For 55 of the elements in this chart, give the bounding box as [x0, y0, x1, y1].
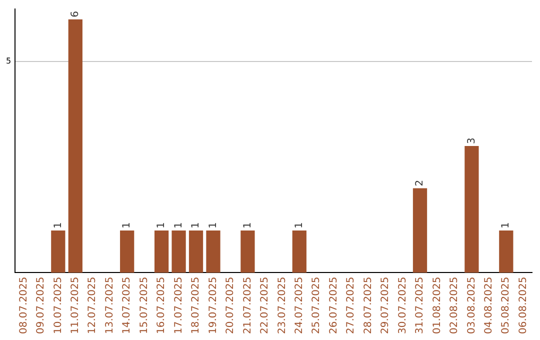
data-label: 1 [294, 222, 305, 229]
x-tick-label: 26.07.2025 [328, 276, 340, 334]
x-tick-label: 12.07.2025 [87, 276, 98, 334]
data-label: 1 [500, 222, 512, 229]
x-tick-label: 15.07.2025 [138, 276, 150, 334]
x-tick-label: 19.07.2025 [208, 276, 219, 334]
data-label: 2 [414, 180, 426, 186]
data-label: 1 [242, 222, 254, 229]
x-tick-label: 30.07.2025 [397, 276, 408, 334]
x-tick-label: 11.07.2025 [70, 276, 81, 334]
x-tick-label: 25.07.2025 [311, 276, 322, 334]
bar [292, 230, 306, 273]
data-label: 1 [122, 222, 133, 229]
x-tick-label: 27.07.2025 [346, 276, 357, 334]
bar [120, 230, 134, 273]
x-tick-label: 08.07.2025 [18, 276, 30, 334]
data-label: 1 [173, 222, 184, 229]
bar [206, 230, 220, 273]
x-tick-label: 06.08.2025 [518, 276, 529, 334]
x-tick-label: 09.07.2025 [36, 276, 47, 334]
y-tick-label: 5 [6, 56, 12, 66]
x-tick-label: 05.08.2025 [500, 276, 512, 334]
x-tick-label: 17.07.2025 [173, 276, 184, 334]
x-tick-label: 01.08.2025 [432, 276, 443, 334]
data-label: 1 [190, 222, 202, 229]
bar [240, 230, 255, 273]
x-tick-label: 18.07.2025 [190, 276, 202, 334]
x-tick-label: 22.07.2025 [260, 276, 271, 334]
x-tick-label: 13.07.2025 [104, 276, 116, 334]
data-label: 1 [156, 222, 168, 229]
data-label: 1 [52, 222, 64, 229]
x-tick-label: 21.07.2025 [242, 276, 254, 334]
x-tick-label: 02.08.2025 [449, 276, 460, 334]
bar [499, 230, 514, 273]
x-tick-label: 24.07.2025 [294, 276, 305, 334]
data-label: 3 [466, 138, 478, 144]
x-tick-label: 14.07.2025 [122, 276, 133, 334]
bar [68, 19, 82, 273]
x-tick-label: 03.08.2025 [466, 276, 478, 334]
x-tick-label: 31.07.2025 [414, 276, 426, 334]
bar [188, 230, 204, 273]
bar [412, 188, 428, 273]
x-tick-label: 23.07.2025 [276, 276, 288, 334]
x-tick-label: 16.07.2025 [156, 276, 168, 334]
bar [172, 230, 186, 273]
data-label: 6 [70, 10, 81, 18]
bar [464, 146, 479, 273]
data-label: 1 [208, 222, 219, 229]
x-tick-label: 20.07.2025 [225, 276, 236, 334]
x-tick-label: 10.07.2025 [52, 276, 64, 334]
x-tick-label: 28.07.2025 [362, 276, 374, 334]
bar [51, 230, 66, 273]
bar [154, 230, 169, 273]
x-tick-label: 29.07.2025 [380, 276, 392, 334]
x-tick-label: 04.08.2025 [484, 276, 495, 334]
